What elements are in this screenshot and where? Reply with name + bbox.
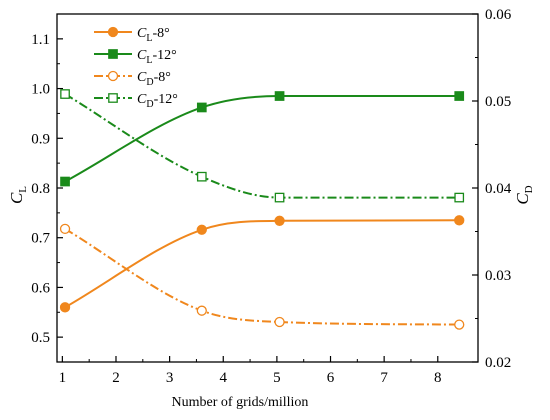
legend-marker: [107, 70, 119, 82]
data-point: [274, 316, 285, 328]
y-right-tick-label: 0.03: [485, 268, 511, 284]
legend-label-tail: -12°: [152, 48, 176, 63]
series-cd-12: [60, 89, 465, 203]
data-point: [60, 89, 70, 99]
y-left-tick-label: 0.7: [31, 231, 50, 247]
y-right-tick-label: 0.05: [485, 94, 511, 110]
legend-label-sub: L: [146, 33, 152, 44]
x-tick-label: 2: [112, 370, 120, 386]
legend-label-main: C: [137, 70, 147, 85]
y-axis-label-right-main: C: [513, 193, 532, 205]
data-point: [454, 91, 465, 101]
data-point: [274, 192, 285, 203]
data-point: [196, 305, 207, 316]
legend-label-main: C: [137, 48, 147, 63]
legend-label-sub: D: [146, 77, 153, 88]
x-axis-label: Number of grids/million: [172, 395, 309, 410]
y-left-tick-label: 1.0: [31, 82, 50, 98]
legend-label-tail: -8°: [154, 70, 171, 85]
series-cl-8: [59, 215, 465, 313]
y-axis-label-left: CL: [7, 186, 29, 204]
data-point: [274, 91, 285, 101]
y-axis-label-right: CD: [513, 185, 535, 204]
x-tick-label: 6: [327, 370, 335, 386]
series-line: [64, 228, 460, 326]
x-tick-label: 4: [220, 370, 228, 386]
y-right-tick-label: 0.02: [485, 355, 511, 371]
legend-marker: [108, 93, 118, 103]
x-tick-label: 7: [380, 370, 388, 386]
data-point: [60, 176, 70, 187]
series-line: [64, 219, 460, 309]
legend-label-main: C: [137, 92, 147, 107]
x-tick-label: 3: [166, 370, 174, 386]
data-point: [274, 215, 285, 226]
legend-label: CL-8°: [137, 26, 170, 44]
data-point: [196, 224, 207, 235]
series-line: [64, 93, 460, 199]
legend-label-main: C: [137, 26, 147, 41]
legend-entry: CL-12°: [94, 48, 177, 66]
legend-label: CD-8°: [137, 70, 171, 88]
legend-label: CD-12°: [137, 92, 178, 110]
y-right-tick-label: 0.04: [485, 181, 512, 197]
series-line: [64, 95, 460, 183]
y-left-tick-label: 1.1: [31, 32, 50, 48]
legend-label: CL-12°: [137, 48, 177, 66]
y-left-tick-label: 0.8: [31, 181, 50, 197]
legend-marker: [108, 49, 118, 59]
y-left-tick-label: 0.6: [31, 280, 50, 296]
y-right-tick-label: 0.06: [485, 7, 512, 23]
x-tick-label: 5: [273, 370, 281, 386]
ticks-layer: 1 2 3 4 5 6 7 8 0.5 0.6 0.7 0.8 0.9 1.0 1.1 0.02 0.03 0.0…: [31, 7, 512, 386]
y-axis-label-left-sub: L: [17, 186, 29, 193]
data-point: [454, 319, 465, 330]
y-axis-label-left-main: C: [7, 192, 26, 204]
y-left-tick-label: 0.9: [31, 131, 50, 147]
x-tick-label: 8: [434, 370, 442, 386]
data-point: [454, 192, 465, 203]
legend-label-sub: D: [146, 99, 153, 110]
series-layer: [59, 89, 465, 330]
y-left-tick-label: 0.5: [31, 330, 50, 346]
plot-frame: [56, 13, 479, 363]
data-point: [59, 223, 71, 235]
data-point: [196, 171, 207, 182]
data-point: [196, 102, 207, 113]
y-axis-label-right-sub: D: [523, 185, 535, 193]
legend-marker: [107, 26, 119, 38]
legend-entry: CD-8°: [94, 70, 171, 88]
legend-label-tail: -8°: [152, 26, 169, 41]
legend-entry: CD-12°: [94, 92, 178, 110]
legend-label-sub: L: [146, 55, 152, 66]
series-cl-12: [60, 91, 465, 187]
legend-entry: CL-8°: [94, 26, 170, 44]
series-cd-8: [59, 223, 465, 330]
data-point: [454, 215, 465, 226]
x-tick-label: 1: [59, 370, 67, 386]
data-point: [59, 302, 71, 313]
legend-label-tail: -12°: [154, 92, 178, 107]
legend: CL-8°CL-12°CD-8°CD-12°: [94, 26, 178, 110]
